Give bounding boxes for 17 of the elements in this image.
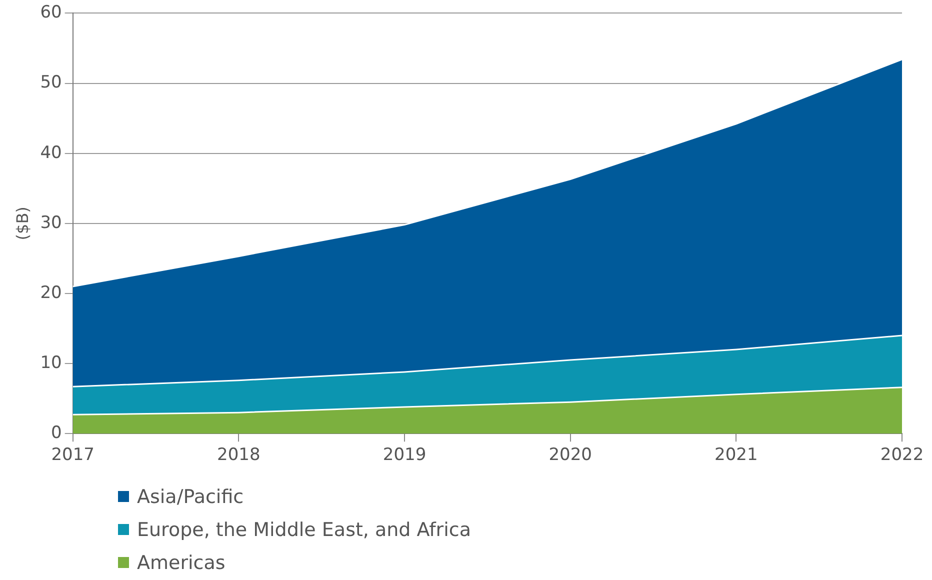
x-tick-label: 2020	[548, 445, 592, 466]
y-tick-label: 20	[40, 282, 62, 303]
y-axis-title: ($B)	[12, 206, 32, 240]
y-tick-label: 40	[40, 142, 62, 163]
y-tick-label: 0	[51, 423, 62, 444]
x-tick-label: 2019	[382, 445, 426, 466]
x-tick-label: 2017	[51, 445, 94, 466]
legend-label: Asia/Pacific	[137, 486, 244, 508]
y-tick-label: 10	[40, 352, 62, 373]
x-tick-label: 2022	[880, 445, 924, 466]
x-tick-label: 2018	[217, 445, 260, 466]
legend-label: Americas	[137, 552, 226, 574]
legend-label: Europe, the Middle East, and Africa	[137, 518, 471, 540]
x-tick-label: 2021	[714, 445, 758, 466]
y-tick-label: 60	[40, 2, 62, 23]
y-tick-label: 50	[40, 72, 62, 93]
y-tick-label: 30	[40, 212, 62, 233]
